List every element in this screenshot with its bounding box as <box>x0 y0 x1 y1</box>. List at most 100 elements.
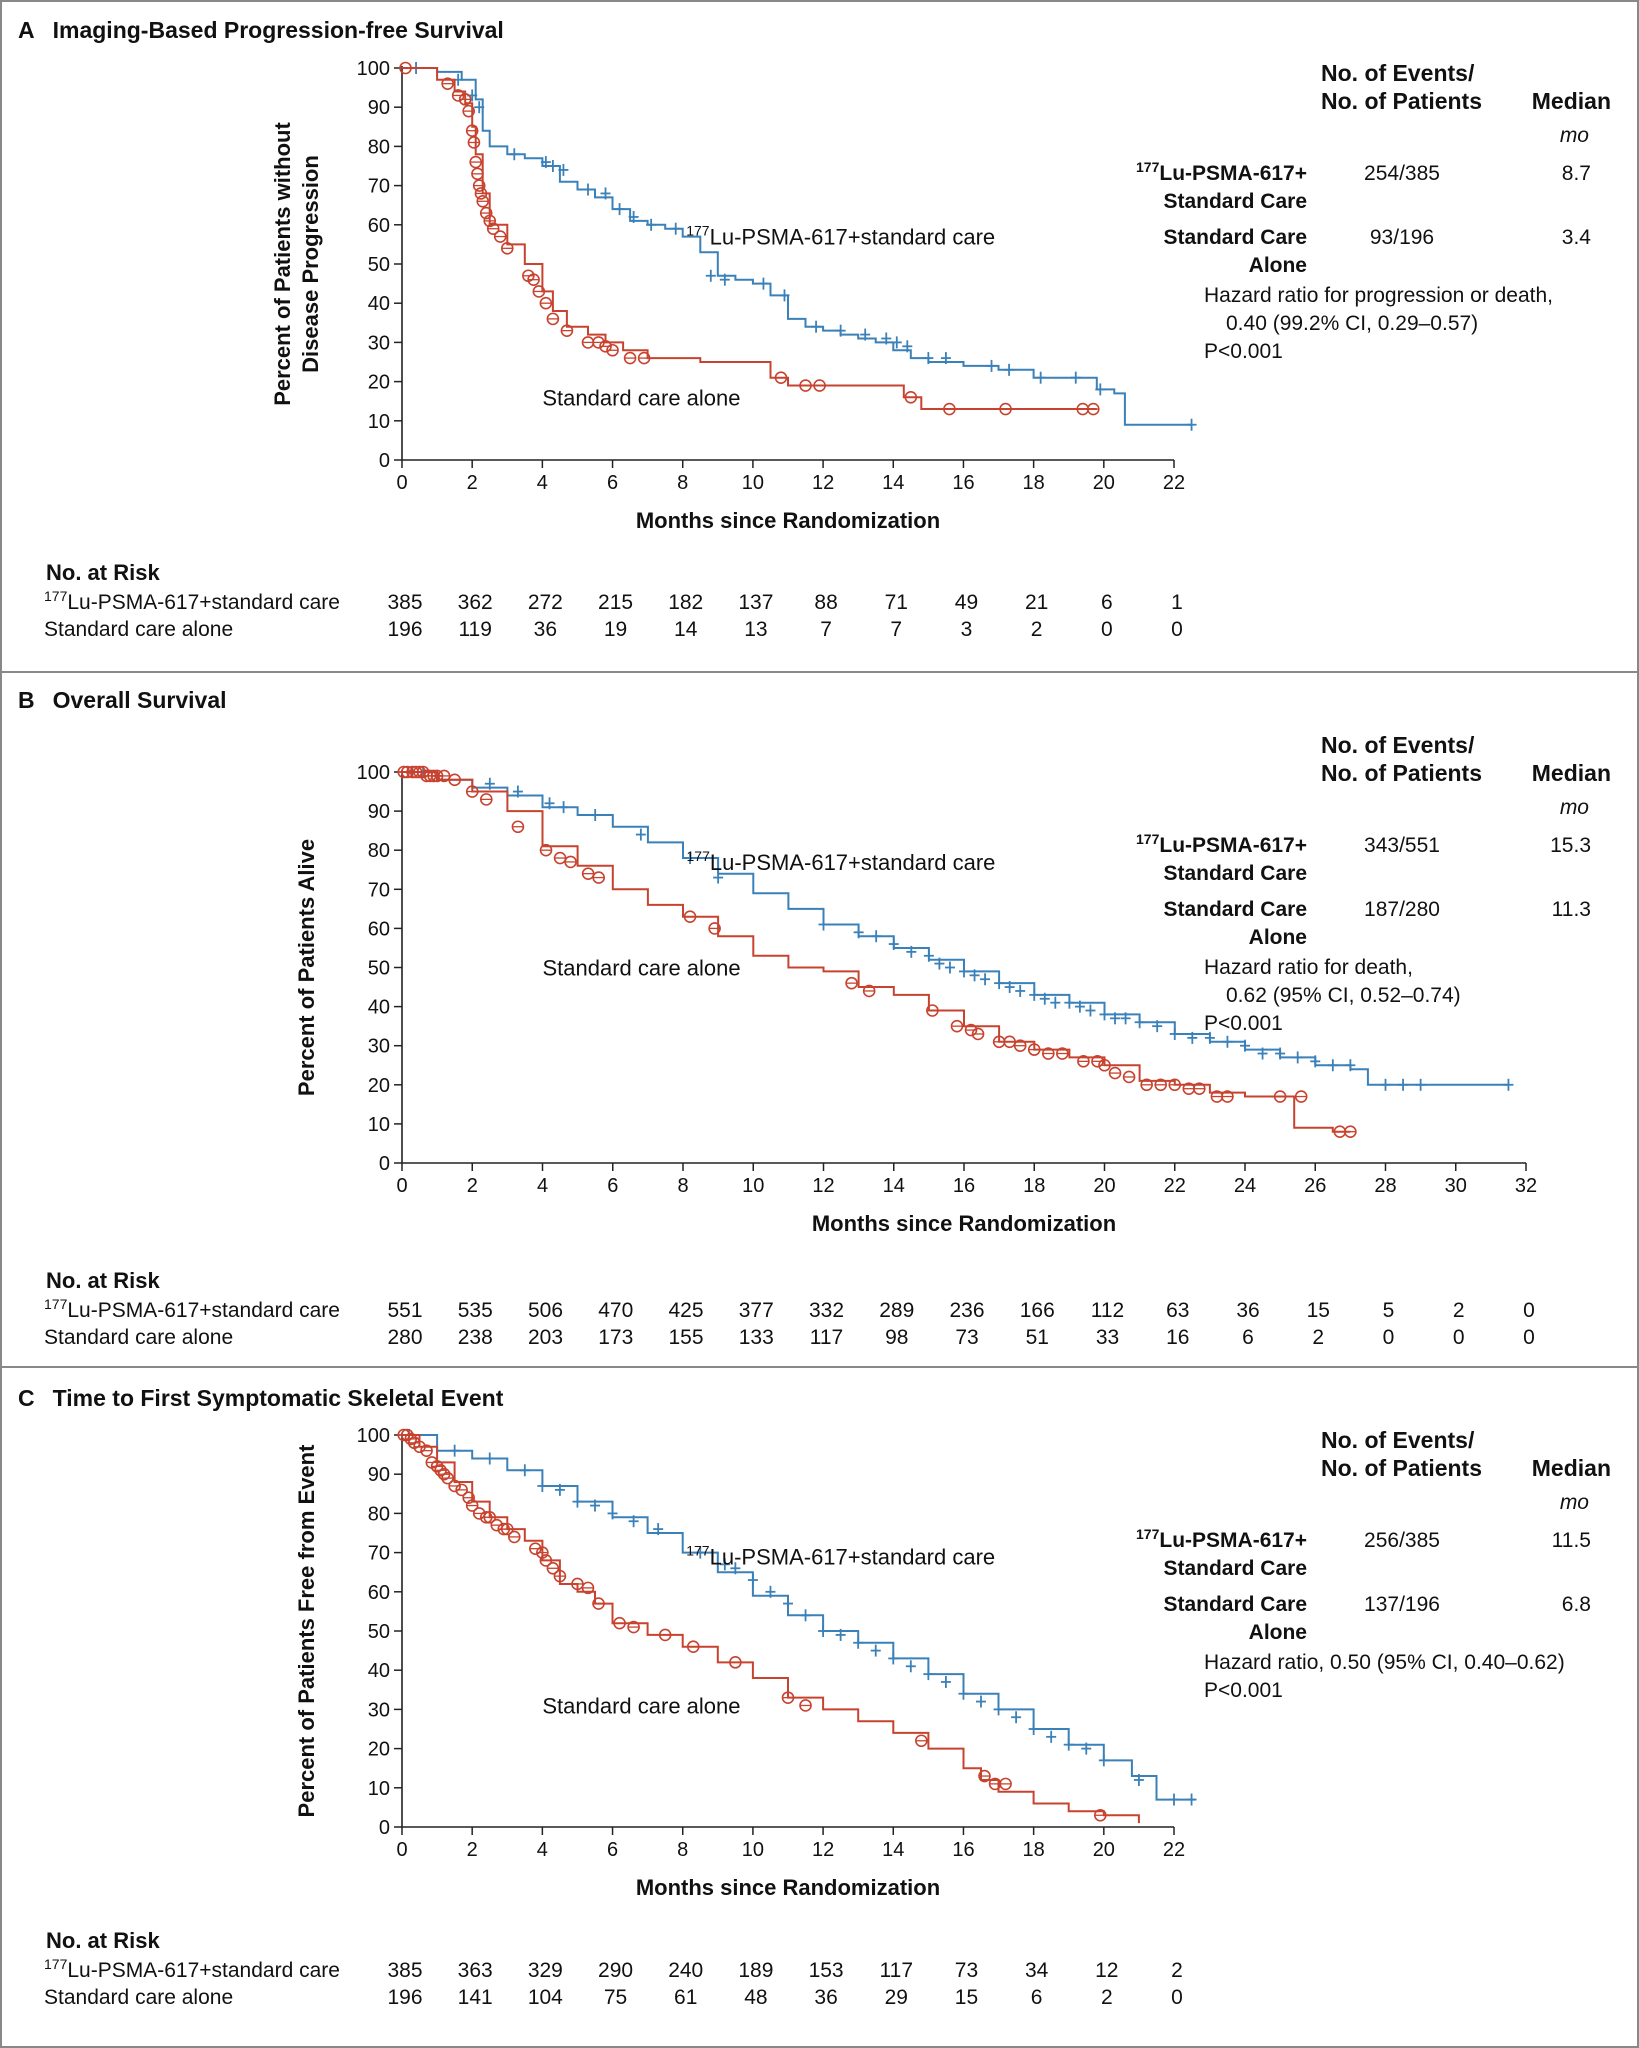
censor-mark-lu-psma <box>1152 1020 1163 1033</box>
arm-label: 177Lu-PSMA-617+ <box>1136 831 1307 857</box>
x-tick-label: 22 <box>1163 1839 1185 1861</box>
censor-mark-lu-psma <box>695 1546 706 1559</box>
y-tick-label: 90 <box>368 801 390 823</box>
censor-mark-lu-psma <box>509 148 520 161</box>
risk-value: 137 <box>738 591 773 614</box>
x-tick-label: 12 <box>812 472 834 494</box>
risk-value: 117 <box>810 1326 843 1349</box>
y-tick-label: 10 <box>368 411 390 433</box>
y-tick-label: 40 <box>368 293 390 315</box>
risk-value: 61 <box>674 1986 697 2009</box>
y-axis-label: Disease Progression <box>298 155 323 373</box>
risk-value: 63 <box>1166 1299 1189 1322</box>
censor-mark-standard-care <box>1003 1035 1016 1049</box>
censor-mark-standard-care <box>1140 1078 1153 1092</box>
censor-mark-standard-care <box>420 1444 433 1457</box>
median-header: Median <box>1532 760 1611 786</box>
risk-row-label-text: Standard care alone <box>44 618 233 641</box>
median-unit: mo <box>1560 1491 1589 1514</box>
censor-mark-lu-psma <box>835 324 846 337</box>
censor-mark-lu-psma <box>1081 1742 1092 1755</box>
censor-mark-lu-psma <box>994 977 1005 990</box>
risk-row-label: 177Lu-PSMA-617+standard care <box>44 1296 340 1322</box>
censor-mark-lu-psma <box>628 210 639 223</box>
risk-value: 5 <box>1383 1299 1395 1322</box>
risk-table-title: No. at Risk <box>46 1268 160 1293</box>
risk-value: 34 <box>1025 1959 1049 1982</box>
censor-mark-lu-psma <box>1204 1031 1215 1044</box>
risk-value: 6 <box>1031 1986 1043 2009</box>
x-tick-label: 32 <box>1515 1175 1537 1197</box>
censor-mark-lu-psma <box>940 352 951 365</box>
arm-label-line1: Standard Care <box>1163 898 1307 921</box>
events-header: No. of Patients <box>1321 88 1482 114</box>
y-tick-label: 80 <box>368 840 390 862</box>
risk-value: 133 <box>739 1326 774 1349</box>
x-axis-label: Months since Randomization <box>636 1875 940 1900</box>
censor-mark-lu-psma <box>758 277 769 290</box>
censor-mark-lu-psma <box>959 965 969 978</box>
risk-value: 173 <box>598 1326 633 1349</box>
events-header: No. of Patients <box>1321 1455 1482 1481</box>
risk-value: 73 <box>955 1326 978 1349</box>
risk-value: 14 <box>674 618 698 641</box>
censor-mark-standard-care <box>472 179 486 192</box>
arm-label-line2: Standard Care <box>1163 862 1307 885</box>
y-tick-label: 60 <box>368 215 390 237</box>
censor-mark-lu-psma <box>818 918 829 931</box>
censor-mark-standard-care <box>1294 1090 1308 1103</box>
censor-mark-standard-care <box>592 871 606 884</box>
censor-mark-standard-care <box>1042 1047 1055 1060</box>
censor-mark-standard-care <box>686 1640 700 1653</box>
curve-label: Standard care alone <box>542 1693 740 1718</box>
risk-value: 2 <box>1312 1326 1324 1349</box>
censor-mark-lu-psma <box>870 1644 881 1657</box>
arm-label-sup: 177 <box>1136 831 1160 847</box>
censor-mark-standard-care <box>581 867 595 880</box>
x-tick-label: 6 <box>607 1839 618 1861</box>
censor-mark-lu-psma <box>1098 1754 1109 1767</box>
risk-value: 19 <box>604 618 627 641</box>
censor-mark-lu-psma <box>512 785 523 798</box>
series-line-standard-care <box>402 1434 1140 1824</box>
y-tick-label: 60 <box>368 1582 390 1604</box>
risk-value: 332 <box>809 1299 844 1322</box>
censor-mark-standard-care <box>462 1491 475 1505</box>
censor-mark-standard-care <box>1193 1082 1206 1096</box>
censor-mark-lu-psma <box>572 1495 583 1508</box>
risk-value: 75 <box>604 1986 627 2009</box>
censor-mark-standard-care <box>546 312 560 326</box>
censor-mark-standard-care <box>467 136 481 149</box>
y-tick-label: 100 <box>357 58 390 80</box>
censor-mark-lu-psma <box>1074 1000 1085 1013</box>
censor-mark-lu-psma <box>934 957 945 970</box>
censor-mark-lu-psma <box>1240 1039 1250 1052</box>
censor-mark-standard-care <box>399 61 412 75</box>
events-value: 93/196 <box>1370 226 1434 249</box>
censor-mark-lu-psma <box>730 1562 741 1575</box>
x-tick-label: 4 <box>537 1839 548 1861</box>
risk-row-label: 177Lu-PSMA-617+standard care <box>44 588 340 614</box>
censor-mark-standard-care <box>511 820 525 834</box>
hazard-ratio-text: Hazard ratio, 0.50 (95% CI, 0.40–0.62) <box>1204 1651 1565 1674</box>
events-table: No. of Events/No. of Patients Median mo 177… <box>1136 60 1611 363</box>
risk-row-label-sup: 177 <box>44 588 68 604</box>
censor-mark-lu-psma <box>818 1625 829 1637</box>
risk-value: 2 <box>1031 618 1043 641</box>
censor-mark-standard-care <box>560 324 574 337</box>
curve-label: 177Lu-PSMA-617+standard care <box>687 848 996 875</box>
arm-label-line1: Standard Care <box>1163 226 1307 249</box>
censor-mark-standard-care <box>564 855 577 869</box>
arm-label-sup: 177 <box>1136 159 1160 175</box>
censor-mark-standard-care <box>553 1569 567 1583</box>
x-tick-label: 20 <box>1093 472 1115 494</box>
censor-mark-lu-psma <box>993 1703 1004 1716</box>
curve-label-sup: 177 <box>686 1543 710 1559</box>
risk-row-label: 177Lu-PSMA-617+standard care <box>44 1956 340 1982</box>
risk-value: 73 <box>955 1959 978 1982</box>
x-tick-label: 12 <box>812 1839 834 1861</box>
censor-mark-lu-psma <box>484 777 495 790</box>
censor-mark-standard-care <box>1056 1047 1069 1060</box>
censor-mark-standard-care <box>658 1628 672 1642</box>
censor-mark-standard-care <box>479 793 493 806</box>
